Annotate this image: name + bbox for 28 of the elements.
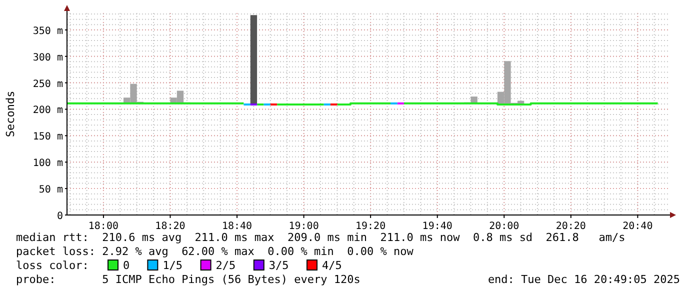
text: end: Tue Dec 16 20:49:05 2025 xyxy=(488,273,680,286)
legend-label: 4/5 xyxy=(322,259,342,272)
y-tick-label: 0 xyxy=(56,211,63,222)
y-axis-title: Seconds xyxy=(4,90,17,138)
y-tick-label: 150 m xyxy=(32,132,63,143)
legend-label: 2/5 xyxy=(216,259,236,272)
text: probe: 5 ICMP Echo Pings (56 Bytes) every 120s xyxy=(16,273,360,286)
x-tick-label: 19:20 xyxy=(356,221,386,232)
y-tick-label: 250 m xyxy=(32,78,63,90)
y-tick-label: 100 m xyxy=(32,158,63,170)
y-tick-label: 200 m xyxy=(32,105,63,116)
text: packet loss: 2.92 % avg 62.00 % max 0.00 % min 0.00 % now xyxy=(16,245,414,258)
x-tick-label: 19:00 xyxy=(288,221,319,232)
x-tick-label: 18:40 xyxy=(222,221,252,232)
y-tick-label: 350 m xyxy=(32,26,63,37)
y-tick-label: 50 m xyxy=(38,184,63,196)
legend-label: 3/5 xyxy=(268,259,289,272)
x-tick-label: 20:00 xyxy=(489,221,520,232)
x-tick-label: 20:40 xyxy=(622,221,653,232)
text: median rtt: 210.6 ms avg 211.0 ms max 209.0 ms min 211.0 ms now 0.8 ms sd 261.8 am/s xyxy=(16,231,626,244)
legend-label: 0 xyxy=(123,259,130,272)
x-tick-label: 18:00 xyxy=(88,221,119,232)
x-tick-label: 19:40 xyxy=(422,221,452,232)
y-tick-label: 300 m xyxy=(32,52,63,64)
legend-label: 1/5 xyxy=(162,259,183,272)
x-tick-label: 20:20 xyxy=(556,221,586,232)
x-tick-label: 18:20 xyxy=(155,221,186,232)
legend-title: loss color: xyxy=(16,259,89,272)
